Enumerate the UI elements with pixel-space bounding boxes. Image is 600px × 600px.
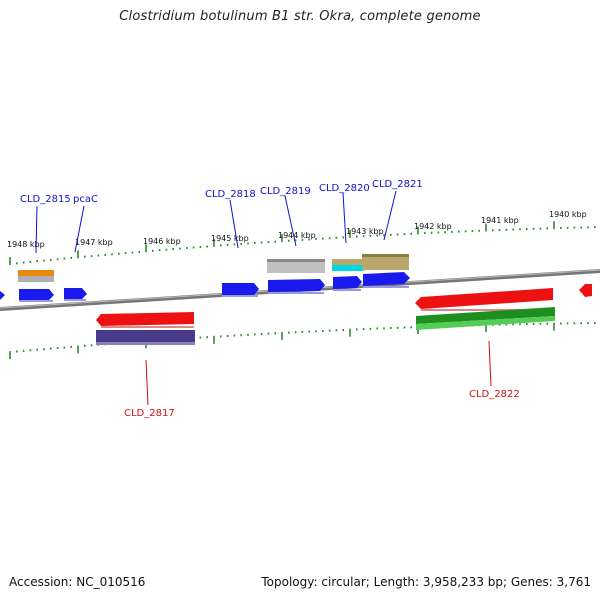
gene-label[interactable]: CLD_2818 xyxy=(205,189,256,200)
kbp-label: 1942 kbp xyxy=(414,222,452,231)
gene-arrow-blue[interactable] xyxy=(222,283,259,297)
gene-arrow-blue[interactable] xyxy=(19,289,54,302)
leader-line xyxy=(35,205,38,254)
kbp-label: 1944 kbp xyxy=(278,231,316,240)
gene-arrow-blue[interactable] xyxy=(363,272,410,288)
leader-line xyxy=(74,205,85,253)
gene-label[interactable]: pcaC xyxy=(73,194,98,205)
feature-bar-gray[interactable] xyxy=(267,259,325,273)
leader-line xyxy=(284,195,297,247)
topology-text: Topology: circular; Length: 3,958,233 bp… xyxy=(261,575,591,589)
leader-line xyxy=(342,192,347,244)
gene-arrow-blue[interactable] xyxy=(0,291,5,300)
feature-bar-tan-cyan[interactable] xyxy=(332,254,409,271)
feature-bar-purple[interactable] xyxy=(96,330,195,345)
bottom-tick-row xyxy=(9,322,596,360)
kbp-label: 1941 kbp xyxy=(481,216,519,225)
gene-label[interactable]: CLD_2821 xyxy=(372,179,423,190)
kbp-label: 1940 kbp xyxy=(549,210,587,219)
gene-arrow-blue[interactable] xyxy=(333,276,362,291)
leader-line xyxy=(488,340,492,387)
kbp-label: 1945 kbp xyxy=(211,234,249,243)
gene-arrow-red[interactable] xyxy=(96,312,194,328)
top-tick-row xyxy=(9,221,596,265)
kbp-label: 1946 kbp xyxy=(143,237,181,246)
gene-label[interactable]: CLD_2820 xyxy=(319,183,370,194)
gene-arrow-red[interactable] xyxy=(415,288,553,311)
gene-label[interactable]: CLD_2817 xyxy=(124,408,175,419)
kbp-label: 1943 kbp xyxy=(346,227,384,236)
feature-bar-green[interactable] xyxy=(416,307,555,330)
gene-label[interactable]: CLD_2822 xyxy=(469,389,520,400)
leader-line xyxy=(383,190,397,241)
leader-line xyxy=(145,359,149,406)
gene-label[interactable]: CLD_2819 xyxy=(260,186,311,197)
kbp-label: 1948 kbp xyxy=(7,240,45,249)
accession-text: Accession: NC_010516 xyxy=(9,575,146,589)
gene-arrow-blue[interactable] xyxy=(268,279,325,294)
gene-arrow-blue[interactable] xyxy=(64,288,87,301)
gene-label[interactable]: CLD_2815 xyxy=(20,194,71,205)
kbp-label: 1947 kbp xyxy=(75,238,113,247)
map-title: Clostridium botulinum B1 str. Okra, comp… xyxy=(119,9,481,24)
leader-line xyxy=(229,199,239,249)
feature-bar-orange[interactable] xyxy=(18,270,54,282)
gene-arrow-red[interactable] xyxy=(579,284,592,297)
